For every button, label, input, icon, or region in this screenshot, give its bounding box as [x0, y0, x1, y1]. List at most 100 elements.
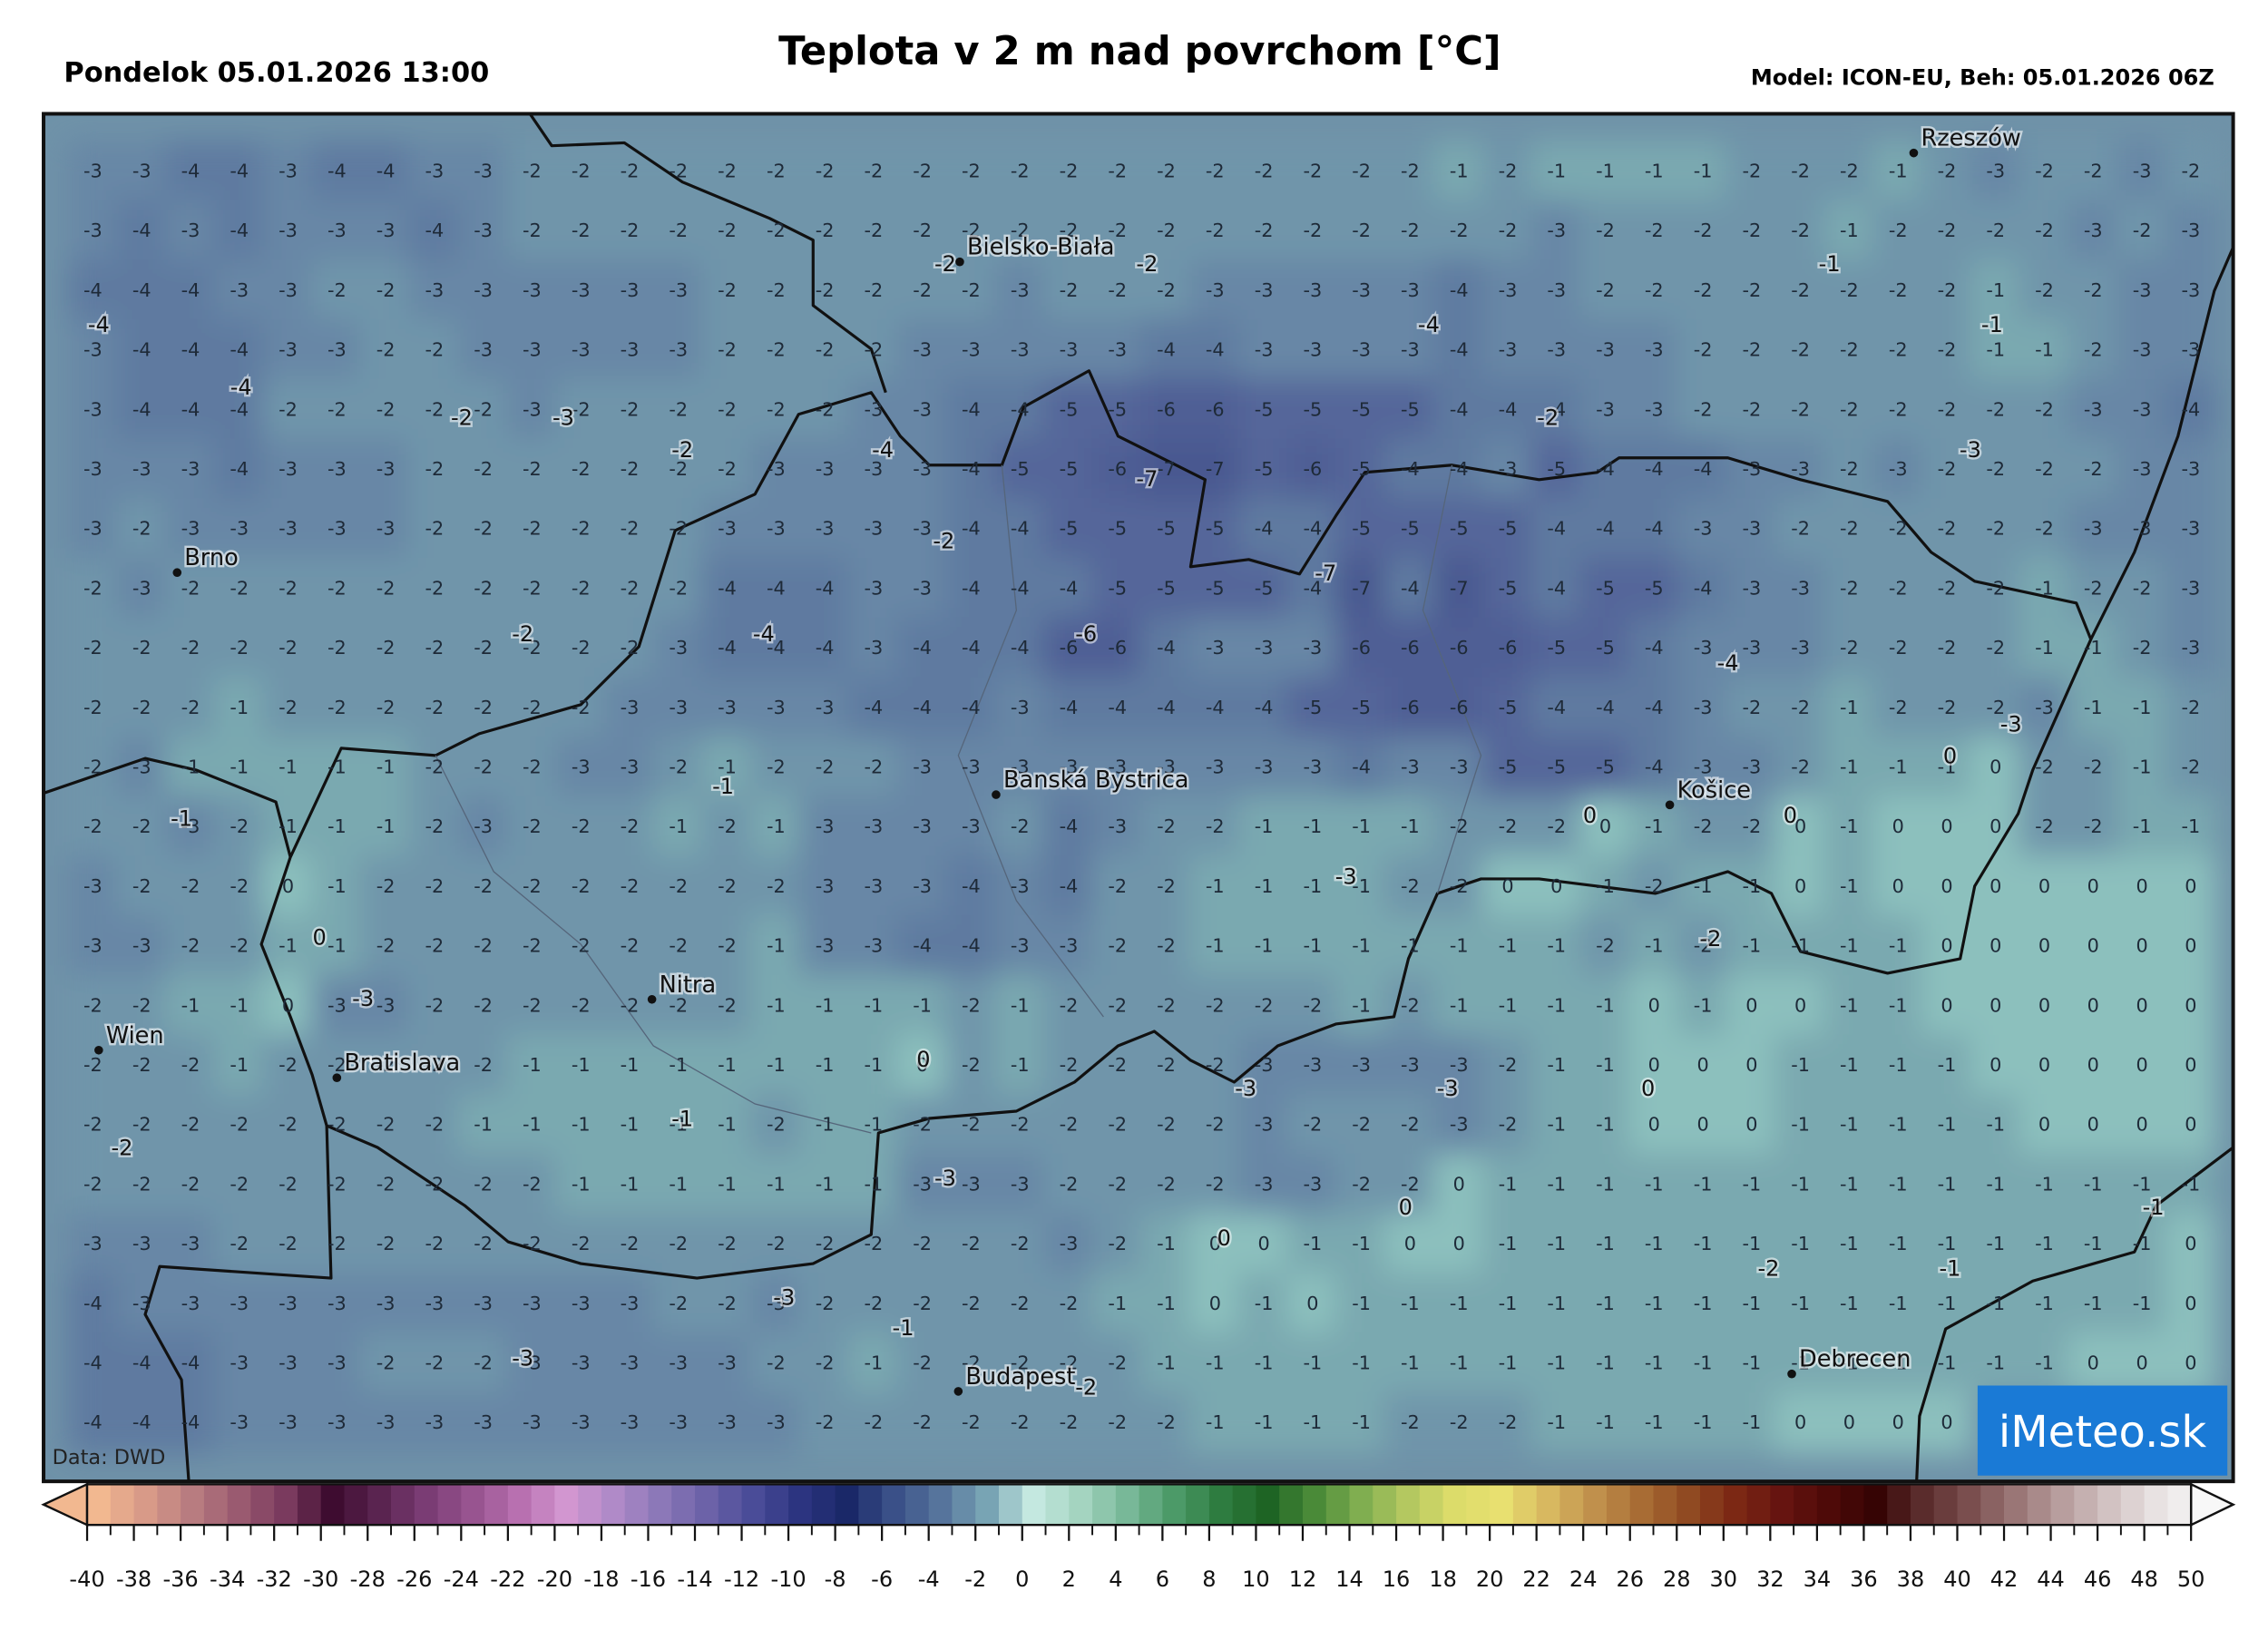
grid-value: -1: [1645, 935, 1664, 957]
grid-value: -2: [83, 697, 103, 718]
field-cell: [1481, 378, 1534, 442]
grid-value: -5: [1352, 398, 1371, 420]
grid-value: -2: [1645, 220, 1664, 241]
field-cell: [1579, 438, 1632, 502]
field-cell: [1091, 1273, 1144, 1336]
colorbar-segment: [1746, 1484, 1772, 1526]
field-cell: [1677, 1034, 1729, 1098]
grid-value: -2: [767, 279, 786, 301]
field-cell: [262, 1391, 315, 1455]
field-cell: [1725, 1094, 1778, 1157]
grid-value: -2: [718, 1233, 737, 1254]
field-cell: [1481, 677, 1534, 740]
colorbar-tick-label: -22: [490, 1567, 525, 1592]
colorbar-segment: [1022, 1484, 1047, 1526]
colorbar-segment: [1325, 1484, 1351, 1526]
field-cell: [1872, 438, 1924, 502]
field-cell: [164, 438, 217, 502]
field-cell: [798, 259, 851, 323]
grid-value: -1: [1791, 1352, 1810, 1373]
grid-value: -5: [1157, 518, 1176, 540]
field-cell: [1286, 855, 1339, 919]
field-cell: [1286, 200, 1339, 263]
grid-value: -1: [327, 815, 347, 837]
field-cell: [505, 319, 558, 383]
field-cell: [359, 200, 412, 263]
grid-value: -1: [1596, 1352, 1615, 1373]
field-cell: [2165, 1213, 2217, 1276]
grid-value: -2: [1303, 160, 1322, 181]
field-cell: [66, 1034, 119, 1098]
grid-value: -2: [279, 577, 298, 599]
field-cell: [359, 737, 412, 799]
grid-value: -2: [1791, 220, 1810, 241]
field-cell: [1042, 498, 1095, 561]
field-cell: [457, 557, 510, 620]
field-cell: [944, 378, 997, 442]
border-slovakia: [259, 369, 2093, 1280]
grid-value: -2: [718, 935, 737, 957]
grid-value: -4: [962, 875, 981, 897]
grid-value: -4: [962, 697, 981, 718]
grid-value: -2: [572, 815, 591, 837]
grid-value: -1: [1742, 1173, 1761, 1195]
grid-value: -3: [83, 875, 103, 897]
grid-value: -2: [132, 875, 152, 897]
field-cell: [505, 737, 558, 799]
grid-value: -3: [1255, 1173, 1274, 1195]
field-cell: [1677, 855, 1729, 919]
field-cell: [164, 915, 217, 979]
field-cell: [66, 378, 119, 442]
field-cell: [1042, 855, 1095, 919]
field-cell: [1628, 737, 1680, 799]
colorbar-segment: [1840, 1484, 1865, 1526]
field-cell: [457, 1213, 510, 1276]
grid-value: -3: [1011, 1173, 1030, 1195]
field-cell: [1579, 1332, 1632, 1395]
field-cell: [2165, 677, 2217, 740]
grid-value: -2: [1060, 1293, 1079, 1314]
field-cell: [1774, 200, 1827, 263]
grid-value: -4: [132, 1352, 152, 1373]
field-cell: [652, 1391, 705, 1455]
grid-value: -4: [1694, 577, 1713, 599]
field-cell: [1530, 498, 1583, 561]
field-cell: [1432, 1034, 1485, 1098]
field-cell: [1091, 617, 1144, 680]
field-cell: [2067, 1332, 2119, 1395]
field-cell: [554, 795, 607, 859]
grid-value: -2: [327, 1054, 347, 1076]
grid-value: -2: [864, 1411, 883, 1433]
grid-value: -2: [132, 815, 152, 837]
grid-value: -3: [230, 1293, 249, 1314]
city-dot: [1787, 1369, 1796, 1379]
grid-value: -2: [767, 1233, 786, 1254]
field-cell: [2116, 1034, 2168, 1098]
grid-value: -2: [621, 815, 640, 837]
grid-value: -3: [279, 160, 298, 181]
grid-value: -2: [816, 1233, 835, 1254]
extreme-value: -7: [1136, 466, 1158, 492]
field-cell: [1921, 378, 1973, 442]
grid-value: -2: [279, 637, 298, 659]
grid-value: -1: [327, 756, 347, 777]
colorbar-segment: [274, 1484, 298, 1526]
grid-value: -1: [864, 1352, 883, 1373]
field-cell: [2116, 1332, 2168, 1395]
field-cell: [798, 737, 851, 799]
field-cell: [2067, 557, 2119, 620]
colorbar-tick-label: -20: [537, 1567, 572, 1592]
field-cell: [1872, 1391, 1924, 1455]
field-cell: [944, 1213, 997, 1276]
field-cell: [359, 617, 412, 680]
grid-value: -2: [1938, 458, 1957, 480]
grid-value: -2: [1742, 815, 1761, 837]
grid-value: -3: [1694, 518, 1713, 540]
field-cell: [1335, 974, 1388, 1038]
field-cell: [1481, 319, 1534, 383]
grid-value: -3: [132, 577, 152, 599]
grid-value: -1: [621, 1054, 640, 1076]
field-cell: [66, 1213, 119, 1276]
grid-value: -3: [132, 458, 152, 480]
field-cell: [896, 737, 949, 799]
